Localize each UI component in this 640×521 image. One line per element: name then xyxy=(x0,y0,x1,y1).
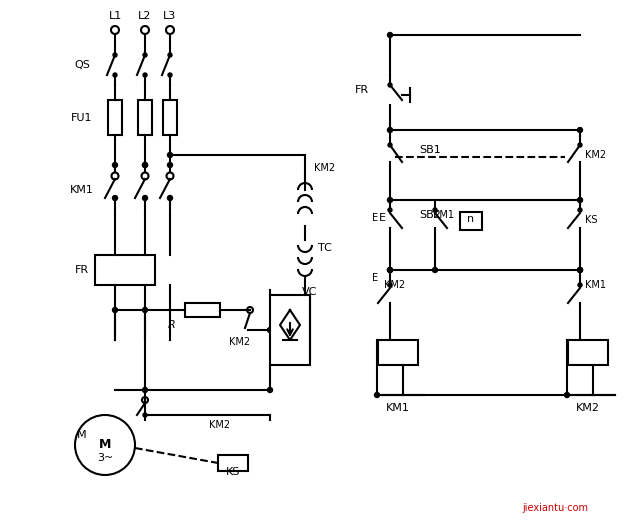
Text: FU1: FU1 xyxy=(71,113,93,123)
Circle shape xyxy=(433,267,438,272)
Bar xyxy=(378,340,418,365)
Text: SB2: SB2 xyxy=(419,210,441,220)
Circle shape xyxy=(143,307,147,313)
Text: KM2: KM2 xyxy=(229,337,251,347)
Text: FR: FR xyxy=(75,265,89,275)
Circle shape xyxy=(388,83,392,87)
Circle shape xyxy=(387,267,392,272)
Circle shape xyxy=(388,143,392,147)
Bar xyxy=(185,303,220,317)
Text: L2: L2 xyxy=(138,11,152,21)
Circle shape xyxy=(388,208,392,212)
Bar xyxy=(270,295,310,365)
Text: KM2: KM2 xyxy=(209,420,230,430)
Text: KS: KS xyxy=(585,215,598,225)
Circle shape xyxy=(143,73,147,77)
Circle shape xyxy=(113,53,117,57)
Text: L3: L3 xyxy=(163,11,177,21)
Text: KM1: KM1 xyxy=(70,185,94,195)
Circle shape xyxy=(143,163,147,167)
Circle shape xyxy=(143,53,147,57)
Text: E: E xyxy=(378,213,385,223)
Circle shape xyxy=(578,283,582,287)
Bar xyxy=(163,100,177,135)
Circle shape xyxy=(168,153,173,157)
Circle shape xyxy=(75,415,135,475)
Circle shape xyxy=(577,267,582,272)
Circle shape xyxy=(143,163,147,167)
Text: KM1: KM1 xyxy=(433,210,454,220)
Circle shape xyxy=(168,73,172,77)
Text: QS: QS xyxy=(74,60,90,70)
Circle shape xyxy=(578,208,582,212)
Circle shape xyxy=(578,143,582,147)
Circle shape xyxy=(111,172,118,180)
Text: M: M xyxy=(99,439,111,452)
Circle shape xyxy=(166,26,174,34)
Text: KM2: KM2 xyxy=(314,163,335,173)
Text: R: R xyxy=(168,320,176,330)
Text: SB1: SB1 xyxy=(419,145,441,155)
Circle shape xyxy=(141,26,149,34)
Circle shape xyxy=(143,413,147,417)
Circle shape xyxy=(577,197,582,203)
Text: KS: KS xyxy=(226,467,240,477)
Text: n: n xyxy=(467,214,475,224)
Text: FR: FR xyxy=(355,85,369,95)
Text: KM1: KM1 xyxy=(585,280,606,290)
Circle shape xyxy=(374,392,380,398)
Text: KM2: KM2 xyxy=(576,403,600,413)
Bar xyxy=(460,212,482,230)
Text: 3~: 3~ xyxy=(97,453,113,463)
Circle shape xyxy=(143,195,147,201)
Text: TC: TC xyxy=(318,243,332,253)
Circle shape xyxy=(168,53,172,57)
Circle shape xyxy=(387,267,392,272)
Circle shape xyxy=(387,32,392,38)
Bar xyxy=(218,455,248,471)
Text: E: E xyxy=(372,213,378,223)
Circle shape xyxy=(433,208,437,212)
Circle shape xyxy=(113,73,117,77)
Circle shape xyxy=(113,307,118,313)
Bar xyxy=(95,255,155,285)
Circle shape xyxy=(142,397,148,403)
Circle shape xyxy=(387,197,392,203)
Text: L1: L1 xyxy=(108,11,122,21)
Circle shape xyxy=(113,195,118,201)
Circle shape xyxy=(111,26,119,34)
Circle shape xyxy=(247,307,253,313)
Text: KM2: KM2 xyxy=(385,280,406,290)
Circle shape xyxy=(268,388,273,392)
Text: jiexiantu·com: jiexiantu·com xyxy=(522,503,588,513)
Circle shape xyxy=(168,195,173,201)
Bar xyxy=(138,100,152,135)
Text: KM2: KM2 xyxy=(585,150,606,160)
Circle shape xyxy=(577,128,582,132)
Circle shape xyxy=(141,172,148,180)
Circle shape xyxy=(387,128,392,132)
Text: M: M xyxy=(77,430,87,440)
Circle shape xyxy=(577,267,582,272)
Circle shape xyxy=(168,163,173,167)
Bar xyxy=(108,100,122,135)
Circle shape xyxy=(268,328,273,332)
Circle shape xyxy=(143,388,147,392)
Text: E: E xyxy=(372,273,378,283)
Bar xyxy=(568,340,608,365)
Text: VC: VC xyxy=(302,287,317,297)
Circle shape xyxy=(564,392,570,398)
Circle shape xyxy=(166,172,173,180)
Circle shape xyxy=(388,283,392,287)
Text: KM1: KM1 xyxy=(386,403,410,413)
Circle shape xyxy=(113,163,118,167)
